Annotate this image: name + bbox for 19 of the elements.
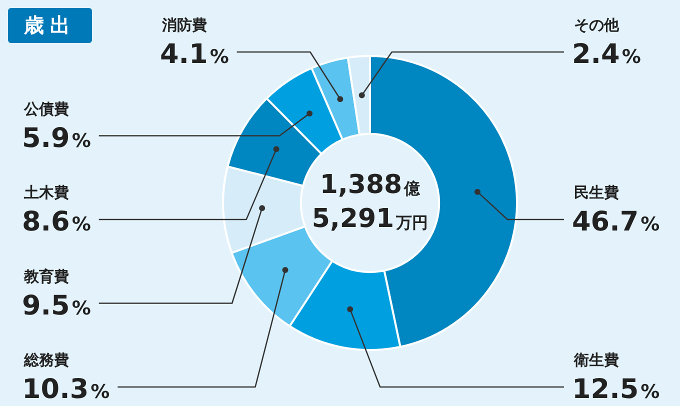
chart-title: 歳出 xyxy=(8,8,92,43)
slice-label: 教育費 xyxy=(23,267,69,286)
data-label: 2.4% xyxy=(572,39,641,70)
slice-label: 衛生費 xyxy=(573,351,619,369)
data-label: 46.7% xyxy=(572,206,660,238)
slice-label: その他 xyxy=(574,16,620,34)
slice-label: 民生費 xyxy=(574,184,619,202)
slice-label: 消防費 xyxy=(161,16,207,34)
slice-label: 公債費 xyxy=(23,100,69,118)
text: 5,291万円 xyxy=(312,204,428,234)
data-label: 4.1% xyxy=(160,39,229,70)
data-label: 9.5% xyxy=(22,290,91,322)
data-label: 10.3% xyxy=(22,374,110,405)
data-label: 8.6% xyxy=(22,206,91,238)
data-label: 12.5% xyxy=(572,374,660,405)
text: 1,388億 xyxy=(320,170,422,200)
slice-label: 土木費 xyxy=(23,184,69,202)
data-label: 5.9% xyxy=(22,122,91,154)
slice-label: 総務費 xyxy=(23,351,69,369)
